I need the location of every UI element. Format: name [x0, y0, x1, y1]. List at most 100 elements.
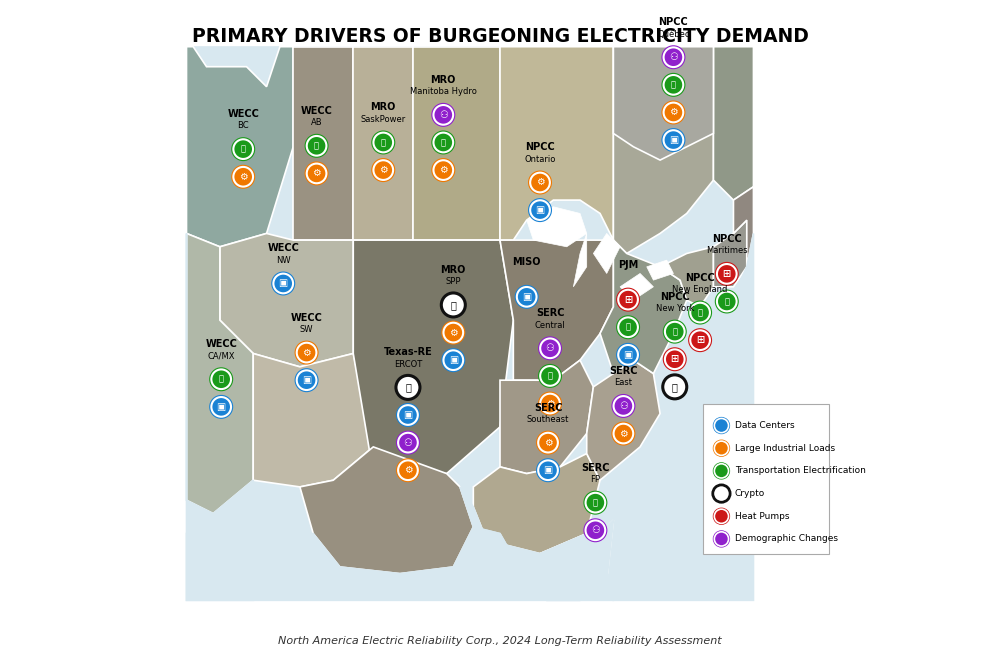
Circle shape	[515, 285, 539, 309]
Circle shape	[614, 396, 633, 416]
Circle shape	[517, 287, 537, 307]
Text: Large Industrial Loads: Large Industrial Loads	[735, 444, 835, 453]
Circle shape	[305, 134, 329, 158]
Text: ⊞: ⊞	[671, 354, 679, 364]
Text: ⛟: ⛟	[724, 297, 729, 306]
Polygon shape	[187, 47, 293, 247]
Text: ⚙: ⚙	[544, 438, 552, 448]
Circle shape	[431, 131, 455, 155]
Text: ⛟: ⛟	[219, 375, 224, 384]
Text: FP: FP	[590, 475, 600, 484]
Circle shape	[661, 45, 685, 69]
Text: Texas-RE: Texas-RE	[384, 348, 432, 358]
Circle shape	[295, 341, 319, 365]
Polygon shape	[300, 447, 473, 574]
Circle shape	[433, 133, 453, 152]
Text: ⚇: ⚇	[404, 438, 412, 448]
Circle shape	[717, 291, 737, 311]
Circle shape	[431, 158, 455, 182]
Text: PRIMARY DRIVERS OF BURGEONING ELECTRICITY DEMAND: PRIMARY DRIVERS OF BURGEONING ELECTRICIT…	[192, 27, 808, 45]
Circle shape	[611, 394, 635, 418]
Text: ⚙: ⚙	[619, 429, 628, 438]
Polygon shape	[620, 273, 653, 300]
Text: New England: New England	[672, 285, 728, 294]
Polygon shape	[293, 47, 353, 240]
Text: ⊞: ⊞	[723, 269, 731, 279]
Circle shape	[661, 101, 685, 125]
Circle shape	[530, 200, 550, 220]
Circle shape	[441, 293, 465, 317]
Text: SERC: SERC	[534, 403, 562, 413]
Circle shape	[530, 173, 550, 192]
Circle shape	[297, 343, 316, 362]
Circle shape	[396, 431, 420, 455]
Circle shape	[305, 161, 329, 185]
Text: ▣: ▣	[543, 466, 553, 475]
Circle shape	[688, 301, 712, 325]
Text: ⚇: ⚇	[669, 52, 678, 62]
Circle shape	[714, 509, 729, 524]
Circle shape	[540, 338, 560, 358]
Circle shape	[616, 315, 640, 340]
Polygon shape	[613, 47, 713, 253]
Circle shape	[611, 422, 635, 446]
Circle shape	[713, 508, 730, 525]
Circle shape	[664, 130, 683, 150]
Text: CA/MX: CA/MX	[207, 352, 235, 361]
Circle shape	[433, 105, 453, 125]
Text: ⛟: ⛟	[381, 138, 386, 147]
Circle shape	[443, 350, 463, 370]
Text: MISO: MISO	[512, 257, 541, 267]
Text: ⛟: ⛟	[314, 141, 319, 150]
Circle shape	[713, 417, 730, 434]
Text: ▣: ▣	[302, 376, 311, 385]
Text: WECC: WECC	[301, 106, 333, 116]
Circle shape	[618, 345, 638, 365]
Circle shape	[443, 323, 463, 342]
Text: NPCC: NPCC	[525, 143, 555, 153]
Circle shape	[715, 289, 739, 313]
Text: Manitoba Hydro: Manitoba Hydro	[410, 87, 477, 96]
Polygon shape	[187, 233, 253, 514]
Circle shape	[233, 167, 253, 187]
Text: SPP: SPP	[446, 277, 461, 286]
Circle shape	[715, 262, 739, 286]
Text: WECC: WECC	[205, 340, 237, 350]
Text: MRO: MRO	[371, 103, 396, 113]
Circle shape	[396, 403, 420, 427]
Circle shape	[373, 133, 393, 152]
Text: ▣: ▣	[669, 135, 678, 145]
Circle shape	[714, 532, 729, 546]
Circle shape	[690, 303, 710, 322]
Circle shape	[540, 366, 560, 386]
Circle shape	[616, 287, 640, 311]
Polygon shape	[473, 454, 600, 554]
Polygon shape	[713, 220, 747, 287]
Circle shape	[295, 368, 319, 392]
Text: ⛟: ⛟	[593, 498, 598, 507]
Circle shape	[713, 530, 730, 548]
Text: SERC: SERC	[581, 463, 610, 473]
Circle shape	[688, 328, 712, 352]
Text: NPCC: NPCC	[685, 273, 715, 283]
Polygon shape	[600, 240, 687, 374]
Text: ▣: ▣	[449, 356, 458, 365]
Circle shape	[371, 131, 395, 155]
Text: WECC: WECC	[267, 243, 299, 253]
Circle shape	[616, 343, 640, 367]
Text: ▣: ▣	[217, 402, 226, 412]
Polygon shape	[500, 240, 613, 380]
Circle shape	[231, 137, 255, 161]
Circle shape	[714, 418, 729, 433]
Polygon shape	[660, 247, 713, 307]
Polygon shape	[353, 240, 513, 474]
Circle shape	[713, 440, 730, 457]
Text: Québec: Québec	[657, 29, 690, 39]
Circle shape	[665, 321, 685, 342]
Circle shape	[431, 103, 455, 127]
Circle shape	[371, 158, 395, 182]
Text: SaskPower: SaskPower	[361, 115, 406, 124]
Circle shape	[586, 493, 605, 512]
Text: ▣: ▣	[403, 410, 413, 420]
Circle shape	[538, 336, 562, 360]
